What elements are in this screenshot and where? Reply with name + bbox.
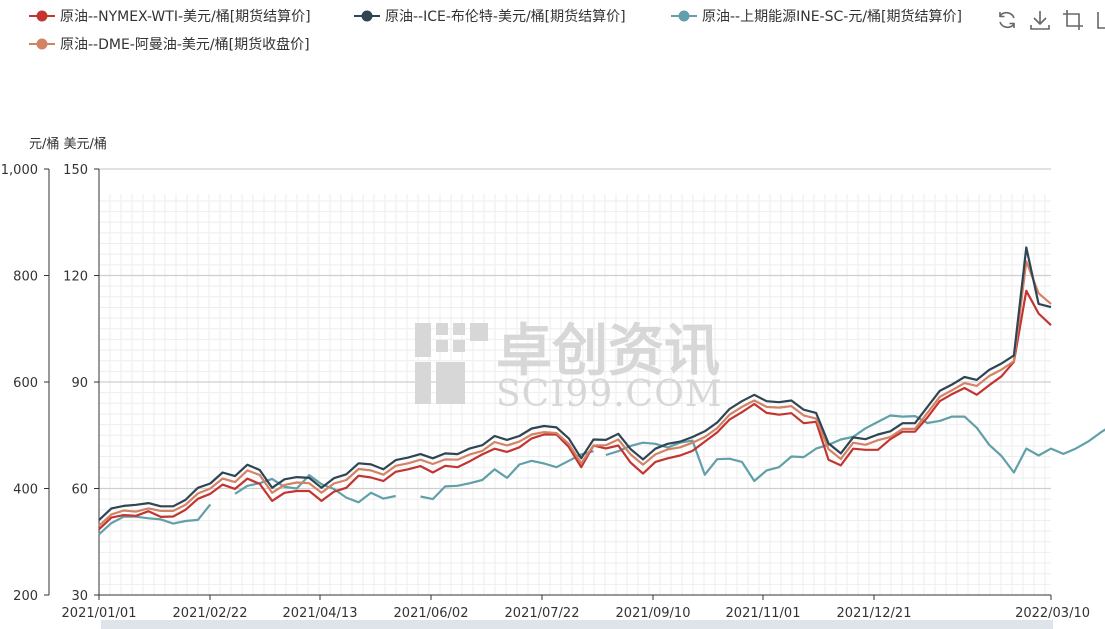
y-right-tick-label: 120	[63, 270, 88, 285]
series-layer	[98, 246, 1105, 536]
legend-label-dme-oman: 原油--DME-阿曼油-美元/桶[期货收盘价]	[60, 37, 310, 53]
x-tick-label: 2021/01/01	[62, 606, 137, 621]
y-right-tick-label: 60	[71, 483, 88, 498]
y-left-tick-label: 400	[13, 483, 38, 498]
legend-label-brent: 原油--ICE-布伦特-美元/桶[期货结算价]	[385, 9, 626, 25]
x-tick-label: 2021/07/22	[505, 606, 580, 621]
minor-grid	[98, 194, 1051, 596]
x-tick-label: 2021/04/13	[283, 606, 358, 621]
x-tick-label: 2021/06/02	[394, 606, 469, 621]
legend-item-brent[interactable]: 原油--ICE-布伦特-美元/桶[期货结算价]	[354, 5, 626, 27]
y-right-tick-label: 30	[71, 589, 88, 604]
y-left-tick-label: 800	[13, 270, 38, 285]
legend-swatch-brent	[354, 10, 380, 22]
axis-unit-label: 元/桶 美元/桶	[29, 137, 107, 152]
legend-label-wti: 原油--NYMEX-WTI-美元/桶[期货结算价]	[60, 9, 311, 25]
data-zoom-slider[interactable]	[101, 620, 1053, 629]
legend-item-ine-sc[interactable]: 原油--上期能源INE-SC-元/桶[期货结算价]	[671, 5, 962, 27]
y-left-tick-label: 1,000	[1, 163, 38, 178]
legend-item-wti[interactable]: 原油--NYMEX-WTI-美元/桶[期货结算价]	[29, 5, 311, 27]
x-tick-label: 2021/11/01	[726, 606, 801, 621]
toolbox	[995, 8, 1105, 32]
y-left-tick-label: 200	[13, 589, 38, 604]
download-icon[interactable]	[1028, 8, 1052, 32]
x-axis-ticks: 2021/01/01 2021/02/22 2021/04/13 2021/06/02…	[62, 595, 1090, 621]
series-line-dme-oman	[98, 260, 1052, 527]
series-line-wti	[98, 289, 1052, 531]
data-zoom-icon[interactable]	[1061, 8, 1085, 32]
legend-swatch-wti	[29, 10, 55, 22]
legend-item-dme-oman[interactable]: 原油--DME-阿曼油-美元/桶[期货收盘价]	[29, 33, 310, 55]
x-tick-label: 2021/12/21	[837, 606, 912, 621]
series-line-brent	[98, 246, 1052, 521]
y-axis-left-ticks: 200 400 600 800 1,000	[1, 163, 49, 604]
major-grid	[99, 168, 1051, 490]
legend-label-ine-sc: 原油--上期能源INE-SC-元/桶[期货结算价]	[702, 9, 962, 25]
series-line-ine-sc-part-2	[605, 414, 1105, 483]
legend-swatch-dme-oman	[29, 38, 55, 50]
x-tick-label: 2022/03/10	[1015, 606, 1090, 621]
series-line-ine-sc-part-1	[98, 450, 594, 536]
legend-swatch-ine-sc	[671, 10, 697, 22]
y-right-tick-label: 150	[63, 163, 88, 178]
y-left-tick-label: 600	[13, 376, 38, 391]
restore-icon[interactable]	[995, 8, 1019, 32]
y-right-tick-label: 90	[71, 376, 88, 391]
x-tick-label: 2021/09/10	[616, 606, 691, 621]
y-axis-right-ticks: 30 60 90 120 150	[63, 163, 99, 604]
x-tick-label: 2021/02/22	[173, 606, 248, 621]
